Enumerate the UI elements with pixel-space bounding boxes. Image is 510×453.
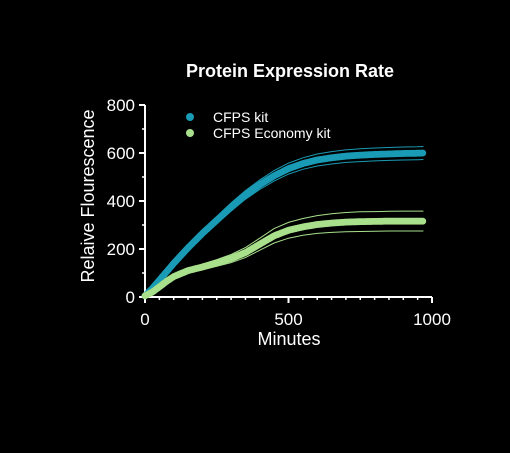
x-tick-label: 500	[274, 310, 302, 329]
legend-item-cfps-kit: CFPS kit	[186, 109, 268, 125]
legend-swatch	[186, 129, 194, 137]
series-1	[141, 210, 427, 300]
legend-label: CFPS kit	[213, 109, 268, 125]
y-tick-label: 600	[107, 144, 135, 163]
plot-area	[141, 146, 427, 300]
series-lower-bound	[144, 159, 424, 297]
series-mean-line	[144, 152, 424, 297]
legend-label: CFPS Economy kit	[213, 125, 331, 141]
series-mean-line	[144, 220, 424, 297]
y-axis: 0 200 400 600 800	[107, 96, 146, 307]
y-tick-label: 400	[107, 192, 135, 211]
y-tick-label: 200	[107, 240, 135, 259]
legend-swatch	[186, 113, 194, 121]
series-0	[141, 146, 427, 300]
y-axis-label: Relaive Flourescence	[78, 109, 98, 282]
y-tick-label: 0	[126, 288, 135, 307]
x-tick-label: 1000	[413, 310, 451, 329]
chart-title: Protein Expression Rate	[186, 61, 394, 81]
x-axis-label: Minutes	[257, 329, 320, 349]
y-tick-label: 800	[107, 96, 135, 115]
x-tick-label: 0	[140, 310, 149, 329]
series-lower-bound	[144, 230, 424, 297]
legend-item-cfps-economy-kit: CFPS Economy kit	[186, 125, 331, 141]
legend: CFPS kit CFPS Economy kit	[186, 109, 331, 141]
x-axis: 0 500 1000	[140, 296, 451, 329]
